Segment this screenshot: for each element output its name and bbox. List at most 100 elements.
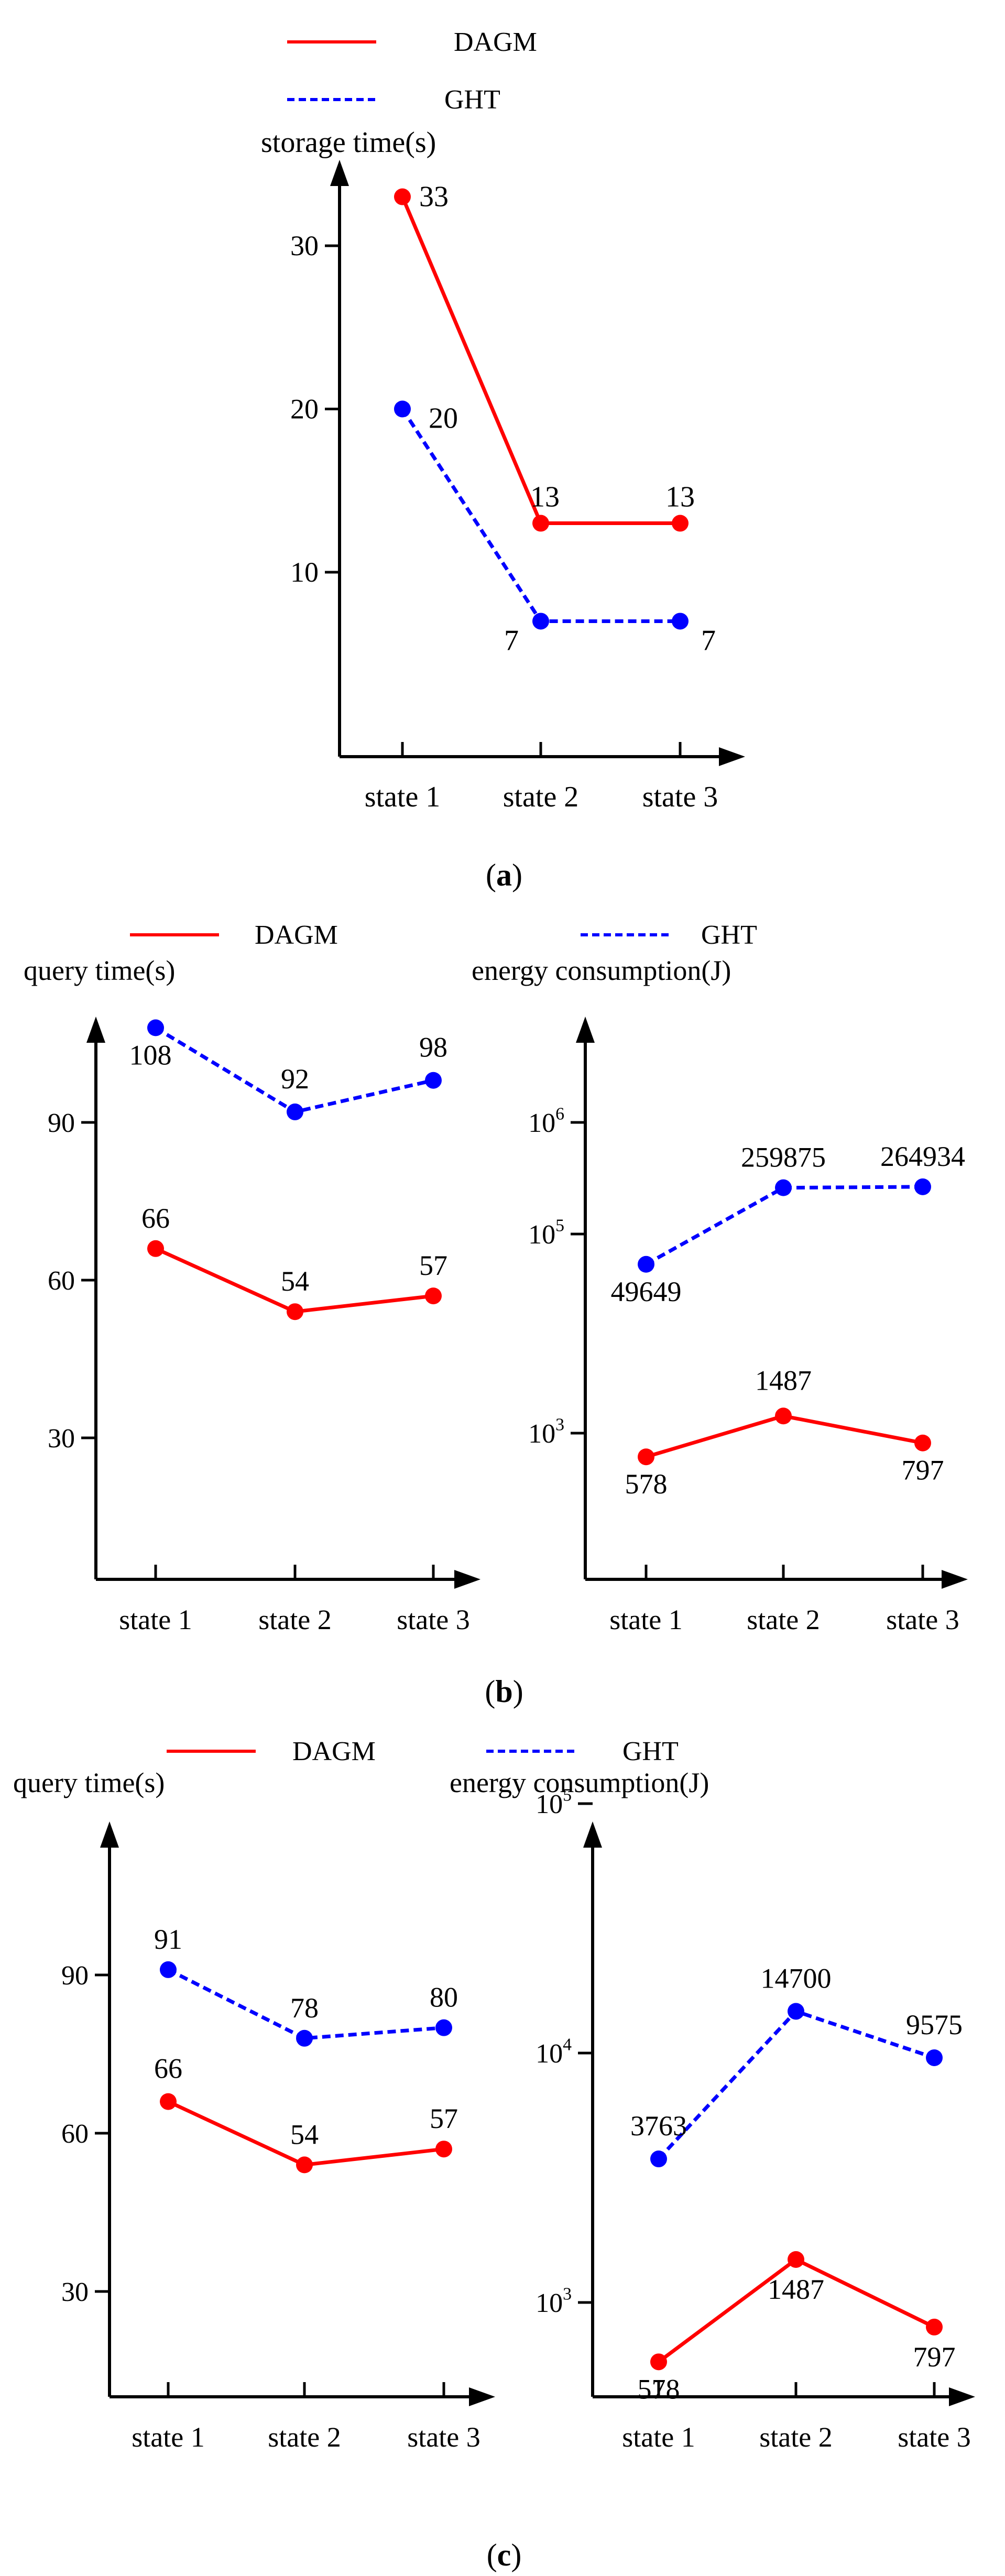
b_right-y-axis-arrow xyxy=(576,1017,595,1043)
b_left-ght-point xyxy=(425,1072,442,1089)
a-dagm-data-label: 13 xyxy=(530,481,560,514)
c_left-x-tick-label: state 3 xyxy=(407,2421,480,2453)
c_left-x-tick-label: state 1 xyxy=(132,2421,204,2453)
b_left-x-tick-label: state 1 xyxy=(119,1604,192,1635)
a-ght-data-label: 20 xyxy=(429,402,458,435)
c_right-dagm-data-label: 797 xyxy=(913,2341,956,2373)
a-ght-data-label: 7 xyxy=(504,624,519,657)
a-y-axis-label: storage time(s) xyxy=(261,126,436,159)
a-dagm-data-label: 13 xyxy=(665,481,695,514)
a-y-tick-label: 30 xyxy=(290,230,319,261)
a-dagm-point xyxy=(532,515,549,532)
c_left-y-axis-arrow xyxy=(100,1821,119,1848)
b_right-dagm-point xyxy=(914,1434,931,1451)
b_right-dagm-point xyxy=(638,1448,654,1466)
b_left-ght-data-label: 98 xyxy=(419,1032,447,1063)
b_left-x-tick-label: state 2 xyxy=(258,1604,331,1635)
a-y-tick-label: 20 xyxy=(290,394,319,425)
b_right-y-axis-label: energy consumption(J) xyxy=(472,955,731,986)
b-legend-ght-label: GHT xyxy=(701,920,757,950)
caption-a: (a) xyxy=(486,858,522,892)
a-dagm-point xyxy=(394,188,411,205)
b_right-ght-data-label: 259875 xyxy=(741,1142,826,1173)
a-dagm-data-label: 33 xyxy=(419,181,449,213)
c_right-ght-data-label: 14700 xyxy=(761,1962,832,1994)
c_left-dagm-point xyxy=(160,2093,177,2110)
c_left-y-tick-label: 60 xyxy=(61,2119,89,2149)
a-legend-ght-label: GHT xyxy=(444,85,500,115)
a-dagm-line xyxy=(400,196,680,526)
c_right-dagm-point xyxy=(926,2318,943,2335)
c_left-y-axis-label: query time(s) xyxy=(13,1767,165,1798)
b_right-x-tick-label: state 3 xyxy=(886,1604,959,1635)
c_right-ght-line xyxy=(657,2009,935,2160)
b_left-dagm-data-label: 66 xyxy=(141,1203,170,1234)
a-x-tick-label: state 1 xyxy=(365,781,441,813)
b-legend-dagm-label: DAGM xyxy=(255,920,338,950)
c_right-ght-point xyxy=(788,2003,804,2020)
c_right-dagm-data-label: 1487 xyxy=(768,2274,824,2305)
b_right-x-tick-label: state 2 xyxy=(747,1604,820,1635)
c_left-y-tick-label: 30 xyxy=(61,2277,89,2307)
c_left-x-tick-label: state 2 xyxy=(268,2421,341,2453)
b_left-x-tick-label: state 3 xyxy=(397,1604,469,1635)
a-x-axis-arrow xyxy=(719,747,745,766)
c-legend-ght-label: GHT xyxy=(622,1737,679,1766)
c_right-ght-point xyxy=(926,2049,943,2066)
c_left-y-tick-label: 90 xyxy=(61,1961,89,1991)
b_left-ght-data-label: 92 xyxy=(281,1063,309,1095)
b_right-dagm-data-label: 1487 xyxy=(755,1365,812,1396)
b_left-y-tick-label: 90 xyxy=(48,1108,75,1138)
c_right-x-tick-label: state 2 xyxy=(759,2421,832,2453)
b_left-ght-point xyxy=(287,1103,303,1120)
b_left-y-axis-label: query time(s) xyxy=(24,955,175,986)
c_left-ght-data-label: 78 xyxy=(290,1992,319,2024)
b_right-ght-data-label: 264934 xyxy=(880,1141,965,1172)
b_right-ght-line xyxy=(645,1185,923,1266)
c_right-y-tick-label: 104 xyxy=(536,2035,572,2069)
a-x-tick-label: state 2 xyxy=(503,781,579,813)
b_right-x-axis-arrow xyxy=(942,1570,968,1589)
a-dagm-point xyxy=(672,515,689,532)
b_left-dagm-point xyxy=(425,1287,442,1305)
c_left-ght-data-label: 80 xyxy=(430,1982,458,2013)
b_right-ght-point xyxy=(914,1178,931,1195)
c_right-y-tick-label: 103 xyxy=(536,2285,572,2318)
c_left-ght-point xyxy=(296,2029,313,2047)
c_left-ght-point xyxy=(435,2019,452,2036)
c_right-ght-data-label: 3763 xyxy=(630,2110,687,2142)
b_left-y-axis-arrow xyxy=(86,1017,105,1043)
c_right-dagm-point xyxy=(788,2251,804,2268)
a-ght-point xyxy=(532,613,549,630)
c_right-x-tick-label: state 1 xyxy=(622,2421,695,2453)
c_left-dagm-point xyxy=(296,2156,313,2174)
b_left-x-axis-arrow xyxy=(454,1570,480,1589)
a-ght-point xyxy=(394,400,411,418)
b_left-dagm-data-label: 57 xyxy=(419,1250,447,1281)
c_right-y-axis-label: energy consumption(J) xyxy=(450,1767,709,1798)
a-legend-dagm-label: DAGM xyxy=(454,27,537,57)
c_right-ght-point xyxy=(650,2151,667,2168)
c_right-y-axis-arrow xyxy=(583,1821,602,1848)
b_right-y-tick-label: 105 xyxy=(528,1216,564,1250)
a-ght-point xyxy=(672,613,689,630)
b_right-dagm-data-label: 797 xyxy=(902,1455,944,1486)
a-y-tick-label: 10 xyxy=(290,556,319,588)
c_left-dagm-point xyxy=(435,2141,452,2158)
b_left-y-tick-label: 60 xyxy=(48,1266,75,1296)
b_left-dagm-point xyxy=(147,1240,164,1257)
c_left-dagm-data-label: 66 xyxy=(154,2053,182,2084)
b_right-ght-point xyxy=(638,1256,654,1273)
b_right-ght-data-label: 49649 xyxy=(611,1276,682,1307)
c_right-dagm-data-label: 578 xyxy=(638,2373,680,2405)
b_right-y-tick-label: 106 xyxy=(528,1105,564,1138)
caption-c: (c) xyxy=(487,2538,522,2572)
c_left-ght-data-label: 91 xyxy=(154,1924,182,1955)
b_right-y-tick-label: 103 xyxy=(528,1415,564,1449)
c_left-dagm-data-label: 54 xyxy=(290,2119,319,2150)
caption-b: (b) xyxy=(485,1674,523,1709)
c_left-x-axis-arrow xyxy=(469,2387,495,2406)
a-ght-data-label: 7 xyxy=(701,624,716,657)
c_right-dagm-point xyxy=(650,2353,667,2371)
